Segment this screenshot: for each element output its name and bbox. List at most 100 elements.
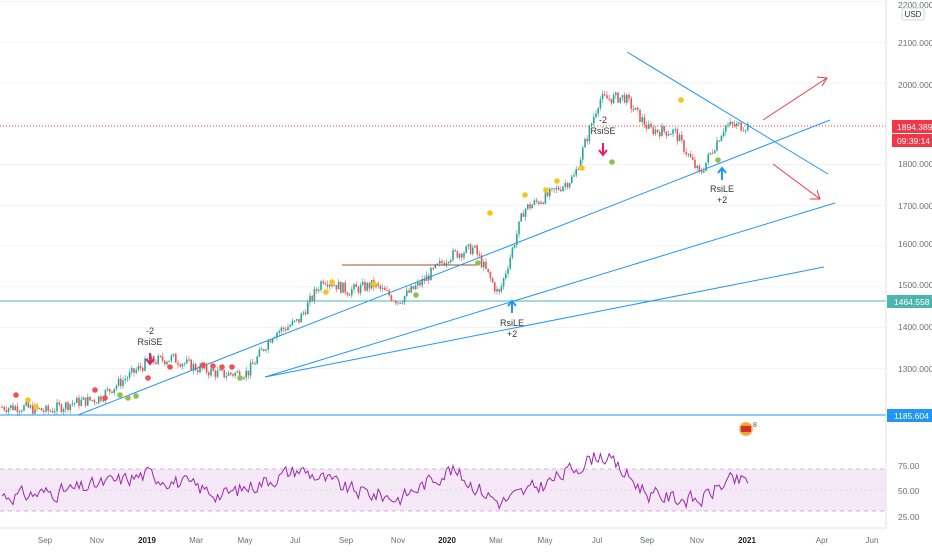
support-mid-label[interactable]: 1464.558 bbox=[887, 295, 932, 308]
countdown-label: 09:39:14 bbox=[892, 134, 932, 147]
candle-body bbox=[445, 262, 448, 266]
signal-dot bbox=[133, 393, 139, 399]
candle-body bbox=[351, 289, 353, 296]
price-ticks: 1300.000 1400.000 1500.000 1600.000 1700… bbox=[898, 0, 932, 374]
candle-body bbox=[170, 355, 173, 361]
candle-body bbox=[384, 287, 386, 291]
candle-body bbox=[685, 151, 687, 155]
candle-body bbox=[707, 154, 709, 163]
candle-body bbox=[10, 405, 12, 409]
candle-body bbox=[632, 108, 635, 110]
rsi-tick: 25.00 bbox=[898, 512, 920, 522]
candle-body bbox=[498, 289, 500, 292]
candle-body bbox=[705, 162, 707, 171]
candle-body bbox=[51, 410, 54, 413]
support-low-label[interactable]: 1185.604 bbox=[887, 409, 932, 422]
candle-body bbox=[628, 94, 630, 99]
signal-long-2-qty: +2 bbox=[717, 195, 727, 205]
candle-body bbox=[25, 402, 27, 406]
candle-body bbox=[727, 124, 729, 126]
signal-dot bbox=[323, 289, 329, 295]
candle-body bbox=[276, 332, 278, 338]
candle-body bbox=[740, 122, 742, 131]
current-price-label[interactable]: 1894.389 bbox=[892, 120, 932, 133]
candle-body bbox=[604, 94, 606, 96]
candle-body bbox=[18, 411, 21, 413]
candle-body bbox=[227, 372, 230, 376]
candle-body bbox=[234, 372, 236, 376]
trendline-low[interactable] bbox=[264, 266, 825, 378]
candle-body bbox=[531, 204, 533, 209]
candle-body bbox=[588, 126, 591, 142]
candle-body bbox=[408, 290, 410, 293]
candle-body bbox=[575, 169, 577, 176]
signal-dot bbox=[475, 260, 481, 266]
price-tick: 1700.000 bbox=[898, 201, 932, 211]
candle-body bbox=[106, 388, 109, 391]
candle-body bbox=[258, 349, 261, 357]
signal-dot bbox=[522, 192, 528, 198]
trendline-mid[interactable] bbox=[264, 202, 836, 378]
candle-body bbox=[221, 369, 223, 371]
current-price-label-bg bbox=[892, 120, 932, 133]
trendline-resistance[interactable] bbox=[626, 51, 829, 175]
event-flag-icon[interactable]: 8 bbox=[738, 421, 757, 437]
price-tick-top: 2200.000 bbox=[898, 0, 932, 10]
candle-body bbox=[67, 402, 69, 411]
candle-body bbox=[260, 349, 263, 351]
candle-body bbox=[164, 360, 166, 365]
candle-body bbox=[5, 410, 8, 412]
candle-body bbox=[161, 356, 164, 361]
signal-long-1-arrow bbox=[507, 299, 517, 313]
candle-body bbox=[639, 109, 641, 122]
candle-body bbox=[27, 402, 30, 408]
candle-body bbox=[480, 255, 483, 268]
candle-body bbox=[271, 338, 274, 343]
candle-body bbox=[100, 396, 102, 401]
candle-body bbox=[219, 369, 221, 371]
candle-body bbox=[579, 159, 582, 170]
candle-body bbox=[529, 204, 531, 209]
candle-body bbox=[115, 385, 118, 389]
currency-badge[interactable]: USD bbox=[901, 7, 925, 21]
candle-body bbox=[676, 129, 679, 142]
candle-body bbox=[386, 290, 388, 292]
candle-body bbox=[315, 289, 318, 291]
price-axis[interactable] bbox=[886, 0, 932, 528]
candle-body bbox=[247, 370, 250, 376]
candle-body bbox=[157, 355, 159, 364]
rsi-line bbox=[1, 452, 749, 510]
candle-body bbox=[98, 396, 100, 404]
time-axis[interactable] bbox=[0, 528, 932, 550]
candle-body bbox=[599, 99, 602, 109]
candle-body bbox=[417, 282, 419, 286]
candle-body bbox=[698, 165, 701, 172]
signal-long-2[interactable]: RsiLE +2 bbox=[710, 166, 734, 205]
candle-body bbox=[335, 285, 338, 290]
candle-body bbox=[659, 132, 661, 137]
candle-body bbox=[205, 364, 208, 373]
candle-body bbox=[527, 204, 529, 209]
signal-short-1[interactable]: -2 RsiSE bbox=[137, 326, 163, 366]
candle-body bbox=[326, 284, 329, 287]
candle-body bbox=[410, 286, 412, 293]
signal-short-2[interactable]: -2 RsiSE bbox=[590, 115, 616, 157]
candle-body bbox=[76, 397, 78, 403]
arrow-up bbox=[762, 77, 828, 121]
candle-body bbox=[714, 150, 716, 154]
candle-body bbox=[166, 361, 168, 365]
countdown-label-bg bbox=[892, 134, 932, 147]
time-tick: Nov bbox=[90, 536, 104, 545]
candle-body bbox=[436, 263, 439, 265]
candle-body bbox=[58, 402, 60, 405]
time-tick: Apr bbox=[816, 536, 829, 545]
signal-dot bbox=[102, 395, 108, 401]
candle-body bbox=[672, 129, 674, 134]
candle-body bbox=[524, 208, 527, 217]
candle-body bbox=[612, 95, 615, 104]
candle-body bbox=[128, 372, 131, 378]
candle-body bbox=[661, 126, 663, 137]
signal-long-1[interactable]: RsiLE +2 bbox=[500, 299, 524, 339]
